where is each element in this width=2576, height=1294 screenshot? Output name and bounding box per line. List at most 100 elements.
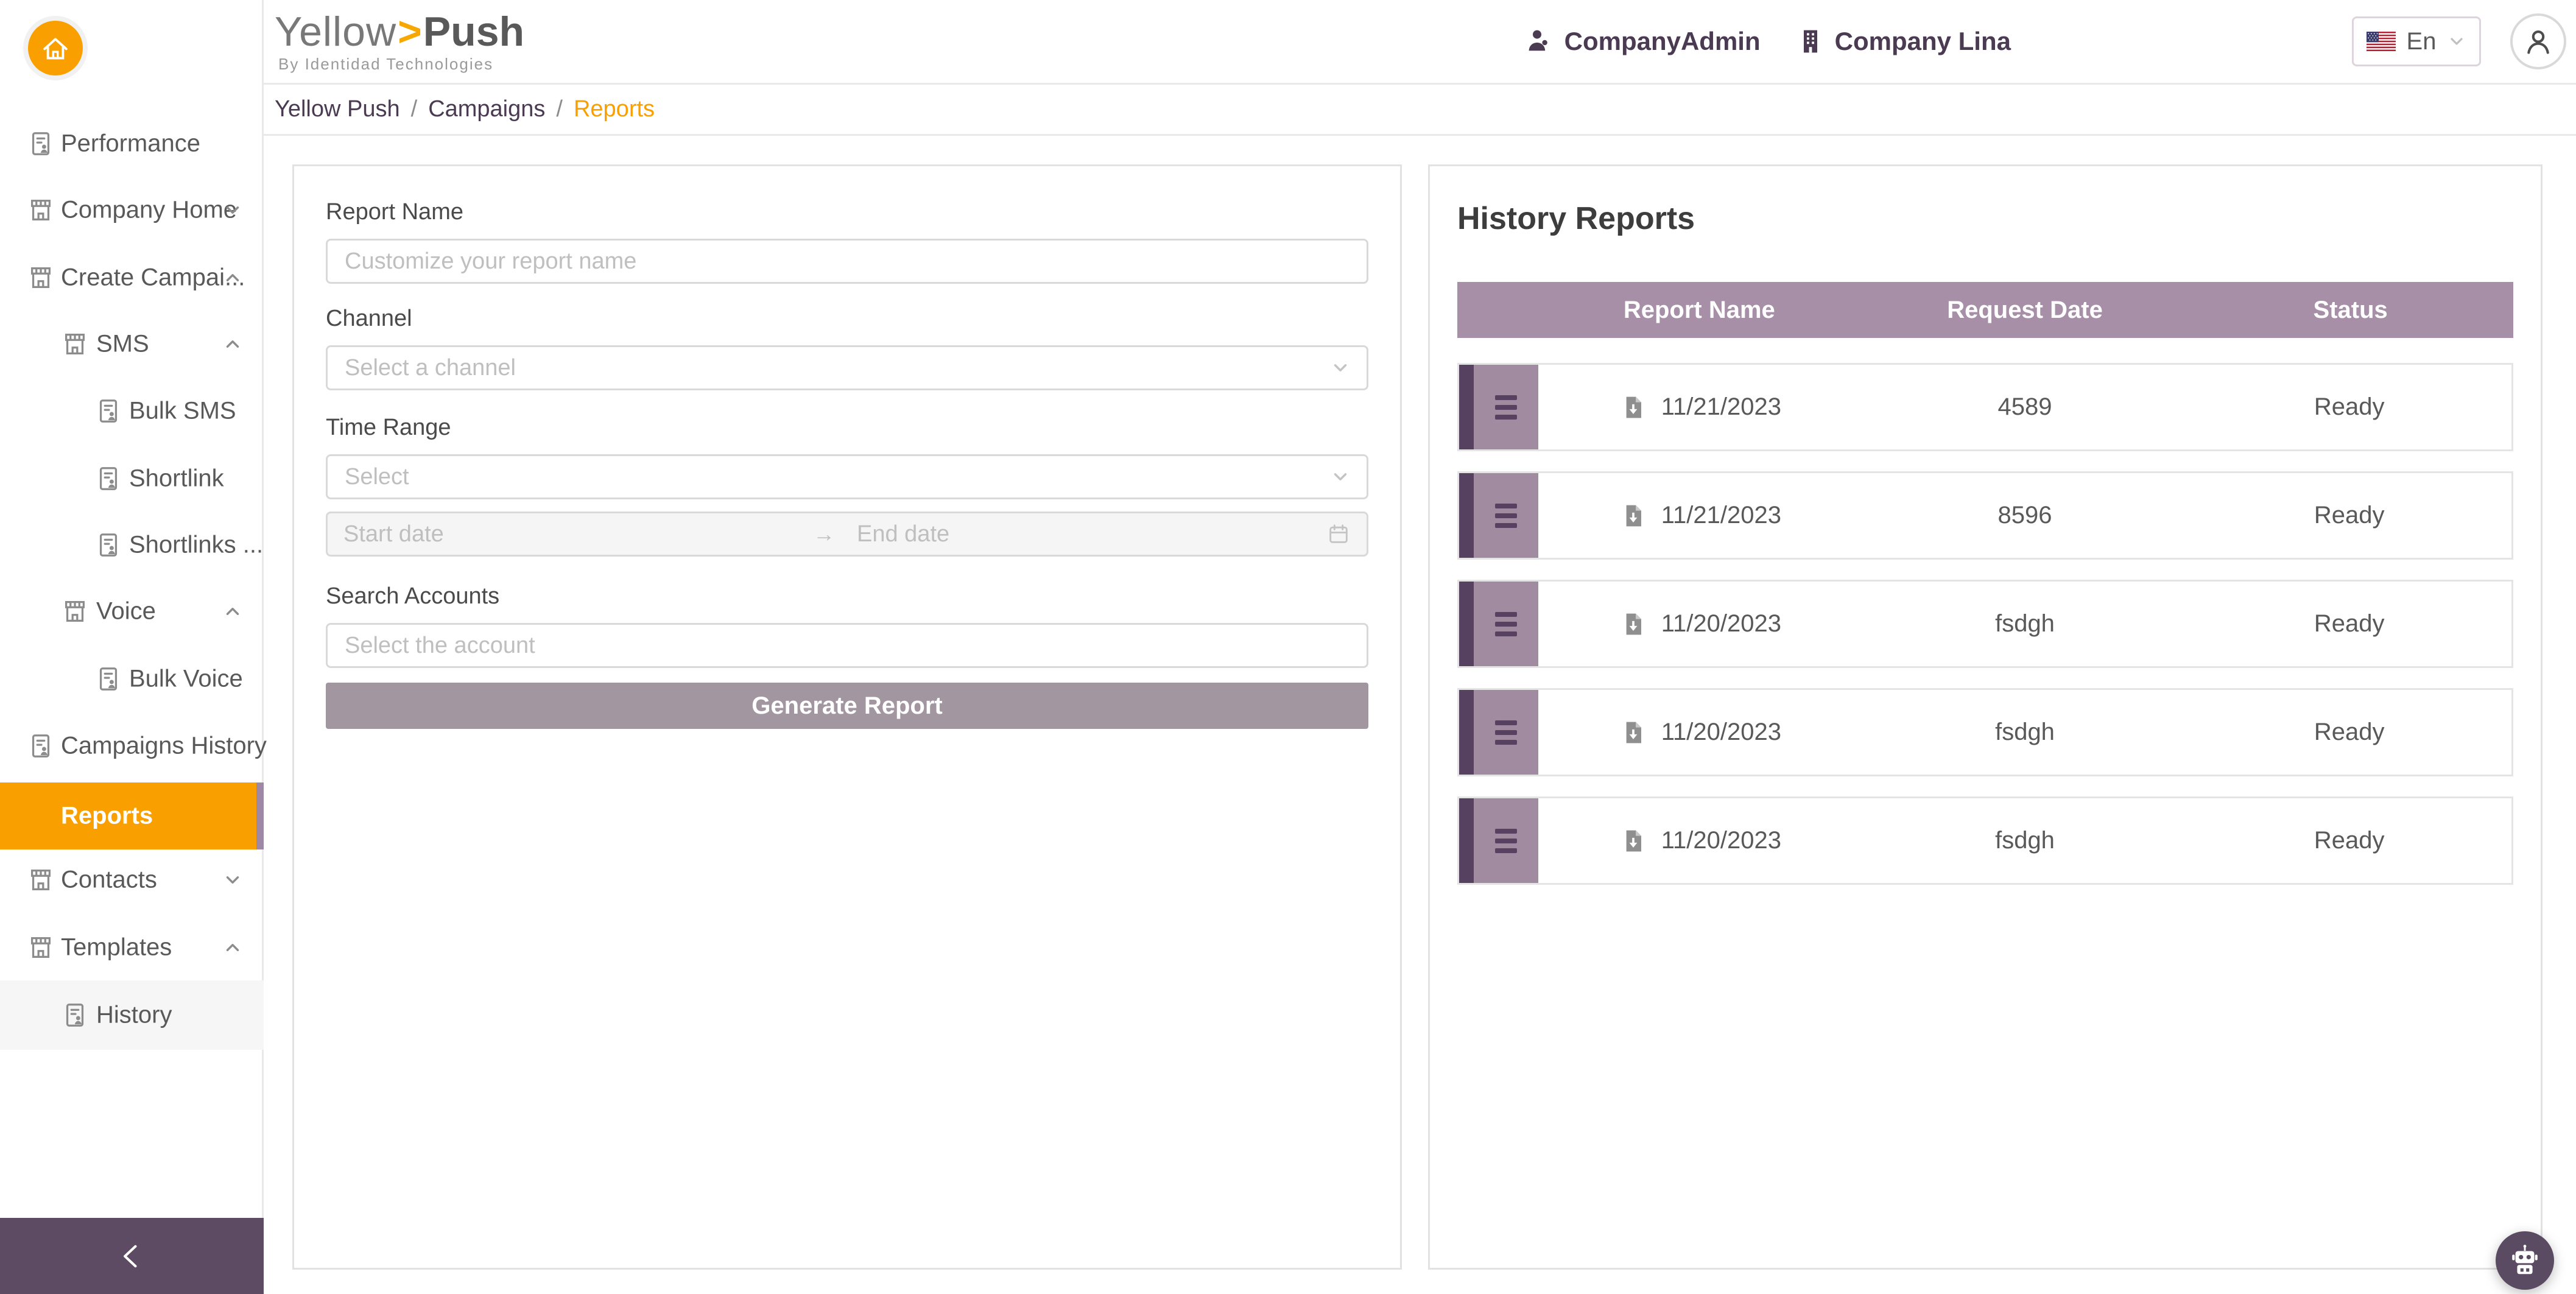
history-table-header: Report Name Request Date Status bbox=[1457, 282, 2513, 338]
search-accounts-input[interactable] bbox=[326, 623, 1368, 668]
row-drag-handle[interactable] bbox=[1474, 690, 1538, 775]
sidebar-item-campaigns-history[interactable]: Campaigns History bbox=[0, 712, 267, 779]
request-date-cell: fsdgh bbox=[1995, 827, 2055, 854]
company-name: Company Lina bbox=[1796, 27, 2011, 56]
end-date-placeholder: End date bbox=[857, 521, 950, 547]
top-header: Yellow > Push By Identidad Technologies Co… bbox=[264, 0, 2576, 85]
sidebar-item-shortlink[interactable]: Shortlink bbox=[0, 445, 264, 512]
us-flag-icon bbox=[2367, 32, 2396, 51]
table-row[interactable]: 11/20/2023 fsdgh Ready bbox=[1457, 580, 2513, 668]
file-icon bbox=[94, 465, 122, 493]
time-range-select[interactable]: Select bbox=[326, 454, 1368, 499]
sidebar-item-label: Campaigns History bbox=[61, 732, 267, 759]
logo-text-yellow: Yellow bbox=[275, 8, 397, 55]
start-date-placeholder: Start date bbox=[343, 521, 444, 547]
language-label: En bbox=[2406, 27, 2437, 55]
sidebar-item-bulk-voice[interactable]: Bulk Voice bbox=[0, 645, 264, 712]
logo-text-push: Push bbox=[423, 8, 525, 55]
file-icon bbox=[27, 130, 55, 158]
store-icon bbox=[27, 196, 55, 224]
file-icon bbox=[94, 665, 122, 693]
column-header-request-date: Request Date bbox=[1947, 296, 2103, 323]
sidebar-item-performance[interactable]: Performance bbox=[0, 110, 264, 177]
generate-report-button[interactable]: Generate Report bbox=[326, 683, 1368, 729]
sidebar-item-sms[interactable]: SMS bbox=[0, 311, 264, 378]
file-download-icon[interactable] bbox=[1620, 828, 1647, 854]
sidebar-item-company-home[interactable]: Company Home bbox=[0, 177, 264, 244]
home-icon bbox=[40, 32, 71, 64]
file-icon bbox=[61, 1001, 89, 1029]
table-row[interactable]: 11/21/2023 8596 Ready bbox=[1457, 471, 2513, 560]
file-icon bbox=[94, 531, 122, 559]
channel-label: Channel bbox=[326, 306, 412, 331]
sidebar-item-label: Shortlinks ... bbox=[129, 531, 264, 558]
company-name-label: Company Lina bbox=[1834, 27, 2011, 55]
sidebar-collapse-button[interactable] bbox=[0, 1218, 264, 1294]
chevron-left-icon bbox=[116, 1240, 148, 1272]
row-accent-stripe bbox=[1459, 798, 1474, 883]
chevron-up-icon bbox=[222, 267, 243, 288]
chevron-up-icon bbox=[222, 334, 243, 354]
table-row[interactable]: 11/21/2023 4589 Ready bbox=[1457, 363, 2513, 451]
sidebar-item-label: Reports bbox=[61, 802, 153, 829]
breadcrumb-current: Reports bbox=[573, 96, 655, 122]
status-cell: Ready bbox=[2314, 719, 2385, 745]
request-date-cell: fsdgh bbox=[1995, 719, 2055, 745]
file-download-icon[interactable] bbox=[1620, 502, 1647, 529]
date-range-picker[interactable]: Start date → End date bbox=[326, 512, 1368, 557]
channel-select[interactable]: Select a channel bbox=[326, 345, 1368, 390]
history-reports-card: History Reports Report Name Request Date… bbox=[1428, 164, 2543, 1270]
file-download-icon[interactable] bbox=[1620, 719, 1647, 746]
file-icon bbox=[94, 397, 122, 425]
app-logo: Yellow > Push By Identidad Technologies bbox=[275, 10, 524, 74]
sidebar-item-create-campaign[interactable]: Create Campai... bbox=[0, 244, 264, 311]
report-name-cell: 11/21/2023 bbox=[1661, 393, 1781, 420]
chevron-down-icon bbox=[1330, 466, 1351, 487]
row-drag-handle[interactable] bbox=[1474, 582, 1538, 666]
sidebar-item-label: Bulk Voice bbox=[129, 665, 243, 692]
store-icon bbox=[27, 866, 55, 894]
sidebar-item-contacts[interactable]: Contacts bbox=[0, 846, 264, 913]
breadcrumb: Yellow Push / Campaigns / Reports bbox=[264, 85, 2576, 136]
report-name-cell: 11/20/2023 bbox=[1661, 827, 1781, 854]
row-accent-stripe bbox=[1459, 690, 1474, 775]
sidebar-item-label: Company Home bbox=[61, 196, 238, 223]
status-cell: Ready bbox=[2314, 502, 2385, 529]
sidebar-item-label: SMS bbox=[96, 330, 149, 357]
sidebar-item-label: Bulk SMS bbox=[129, 397, 236, 424]
sidebar-item-label: Performance bbox=[61, 130, 200, 157]
report-name-cell: 11/21/2023 bbox=[1661, 502, 1781, 529]
user-role: CompanyAdmin bbox=[1526, 27, 1761, 56]
row-drag-handle[interactable] bbox=[1474, 473, 1538, 558]
home-button[interactable] bbox=[28, 21, 83, 76]
sidebar-item-bulk-sms[interactable]: Bulk SMS bbox=[0, 378, 264, 445]
breadcrumb-section[interactable]: Campaigns bbox=[428, 96, 546, 122]
sidebar-item-shortlinks[interactable]: Shortlinks ... bbox=[0, 512, 264, 578]
table-row[interactable]: 11/20/2023 fsdgh Ready bbox=[1457, 688, 2513, 776]
sidebar-item-voice[interactable]: Voice bbox=[0, 578, 264, 645]
chatbot-button[interactable] bbox=[2496, 1231, 2554, 1290]
sidebar: Performance Company Home Create Campai..… bbox=[0, 0, 267, 1294]
sidebar-item-reports[interactable]: Reports bbox=[0, 782, 264, 849]
logo-subtitle: By Identidad Technologies bbox=[278, 54, 494, 73]
history-reports-title: History Reports bbox=[1457, 201, 1695, 236]
user-avatar-button[interactable] bbox=[2510, 13, 2566, 69]
row-drag-handle[interactable] bbox=[1474, 365, 1538, 449]
breadcrumb-root[interactable]: Yellow Push bbox=[275, 96, 400, 122]
chevron-up-icon bbox=[222, 937, 243, 958]
chevron-down-icon bbox=[1330, 357, 1351, 378]
language-selector[interactable]: En bbox=[2352, 16, 2481, 66]
search-accounts-label: Search Accounts bbox=[326, 583, 500, 609]
file-download-icon[interactable] bbox=[1620, 611, 1647, 638]
file-download-icon[interactable] bbox=[1620, 394, 1647, 421]
row-accent-stripe bbox=[1459, 365, 1474, 449]
store-icon bbox=[27, 264, 55, 292]
table-row[interactable]: 11/20/2023 fsdgh Ready bbox=[1457, 796, 2513, 885]
chevron-down-icon bbox=[2447, 32, 2466, 51]
chevron-up-icon bbox=[222, 601, 243, 622]
report-name-input[interactable] bbox=[326, 239, 1368, 284]
sidebar-item-history[interactable]: History bbox=[0, 980, 264, 1050]
sidebar-item-templates[interactable]: Templates bbox=[0, 914, 264, 981]
status-cell: Ready bbox=[2314, 610, 2385, 637]
row-drag-handle[interactable] bbox=[1474, 798, 1538, 883]
